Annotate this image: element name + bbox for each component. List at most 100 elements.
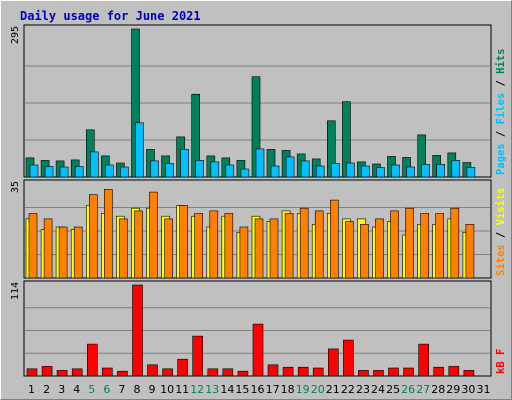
bar-sites-day-4	[73, 226, 83, 279]
x-tick-label: 14	[220, 383, 234, 396]
x-tick-label: 30	[461, 383, 475, 396]
bar-kbytes-day-10	[162, 368, 173, 377]
bar-kbytes-day-6	[102, 367, 113, 377]
chart-panels: 295 Pages / Files / Hits 35 Sites / Visits 1…	[10, 24, 507, 377]
bar-sites-day-12	[194, 213, 203, 279]
bar-kbytes-day-27	[418, 343, 430, 377]
y-scale-label: 35	[10, 181, 21, 193]
x-tick-label: 8	[134, 383, 141, 396]
bar-sites-day-2	[43, 218, 53, 279]
panel-visits-sites: 35 Sites / Visits	[10, 179, 507, 279]
y-axis-label: kB F	[495, 349, 507, 374]
x-tick-label: 31	[477, 383, 491, 396]
bar-sites-day-5	[89, 194, 98, 279]
x-tick-label: 6	[103, 383, 110, 396]
bar-sites-day-28	[435, 213, 445, 279]
bar-sites-day-23	[360, 224, 369, 279]
bar-files-day-25	[391, 164, 400, 178]
bar-sites-day-25	[390, 210, 399, 279]
x-tick-label: 15	[235, 383, 249, 396]
bar-sites-day-14	[224, 213, 234, 279]
bar-sites-day-1	[28, 213, 38, 279]
bar-kbytes-day-19	[297, 366, 309, 377]
x-tick-label: 19	[296, 383, 310, 396]
x-tick-label: 28	[431, 383, 445, 396]
bar-files-day-28	[436, 164, 446, 178]
x-tick-label: 17	[266, 383, 280, 396]
bar-files-day-18	[285, 156, 295, 178]
x-tick-label: 18	[281, 383, 295, 396]
bar-kbytes-day-25	[388, 367, 399, 377]
panel-kbytes: 114 kB F	[10, 280, 507, 377]
bar-kbytes-day-11	[177, 358, 188, 377]
bar-kbytes-day-7	[117, 370, 128, 377]
x-tick-label: 26	[401, 383, 415, 396]
bar-files-day-23	[361, 165, 370, 178]
x-tick-label: 29	[446, 383, 460, 396]
bar-files-day-16	[255, 148, 265, 178]
bar-kbytes-day-22	[343, 339, 354, 377]
bar-files-day-29	[451, 160, 461, 178]
bar-kbytes-day-29	[448, 366, 460, 377]
bar-kbytes-day-4	[71, 368, 83, 377]
x-axis: 1 2 3 4 5 6 7 8 9 10 11 12 13 14 15 16 17 18 19 20 21 22 23 24 2…	[28, 383, 491, 396]
bar-files-day-19	[300, 160, 310, 178]
x-tick-label: 22	[341, 383, 355, 396]
bar-sites-day-9	[149, 191, 158, 279]
y-scale-label: 114	[10, 282, 21, 300]
bar-files-day-26	[406, 166, 415, 178]
x-tick-label: 7	[118, 383, 125, 396]
chart-title: Daily usage for June 2021	[20, 9, 201, 23]
bar-files-day-21	[330, 163, 340, 178]
bar-kbytes-day-2	[41, 366, 53, 377]
bar-sites-day-29	[450, 207, 460, 279]
bar-kbytes-day-12	[192, 335, 203, 377]
x-tick-label: 1	[28, 383, 35, 396]
bar-sites-day-21	[329, 199, 339, 279]
bar-kbytes-day-8	[132, 284, 143, 377]
y-scale-label: 295	[10, 26, 21, 44]
panel-hits-files-pages: 295 Pages / Files / Hits	[10, 24, 507, 178]
bar-kbytes-day-21	[327, 348, 339, 377]
x-tick-label: 13	[205, 383, 219, 396]
bar-sites-day-16	[254, 218, 264, 279]
bar-sites-day-20	[314, 210, 324, 279]
y-axis-label: Pages / Files / Hits	[495, 49, 507, 175]
bar-kbytes-day-5	[87, 343, 98, 377]
x-tick-label: 23	[356, 383, 370, 396]
bar-files-day-14	[225, 164, 235, 178]
bar-kbytes-day-26	[403, 367, 414, 377]
bar-files-day-24	[376, 167, 385, 178]
bar-kbytes-day-23	[358, 370, 369, 377]
bar-kbytes-day-3	[56, 370, 68, 377]
bar-files-day-13	[210, 161, 220, 178]
bar-sites-day-13	[209, 210, 219, 279]
x-tick-label: 21	[326, 383, 340, 396]
bar-kbytes-day-28	[433, 366, 445, 377]
bar-kbytes-day-15	[237, 370, 249, 377]
bar-sites-day-18	[284, 213, 294, 279]
bar-sites-day-15	[239, 226, 249, 279]
bar-files-day-30	[466, 167, 476, 178]
x-tick-label: 3	[58, 383, 65, 396]
bar-files-day-5	[90, 151, 99, 178]
x-tick-label: 16	[251, 383, 265, 396]
bar-files-day-11	[180, 149, 189, 178]
x-tick-label: 24	[371, 383, 385, 396]
bar-kbytes-day-20	[312, 367, 324, 377]
bar-sites-day-30	[465, 224, 475, 279]
bar-sites-day-19	[299, 207, 309, 279]
bar-files-day-6	[105, 164, 114, 178]
bar-files-day-20	[315, 165, 325, 178]
bar-sites-day-7	[119, 218, 128, 279]
x-tick-label: 2	[43, 383, 50, 396]
bar-kbytes-day-24	[373, 370, 384, 377]
x-tick-label: 9	[149, 383, 156, 396]
x-tick-label: 5	[88, 383, 95, 396]
bar-kbytes-day-9	[147, 364, 158, 377]
bar-sites-day-8	[134, 210, 143, 279]
bar-kbytes-day-16	[252, 323, 264, 377]
bar-files-day-22	[346, 162, 355, 178]
x-tick-label: 20	[311, 383, 325, 396]
